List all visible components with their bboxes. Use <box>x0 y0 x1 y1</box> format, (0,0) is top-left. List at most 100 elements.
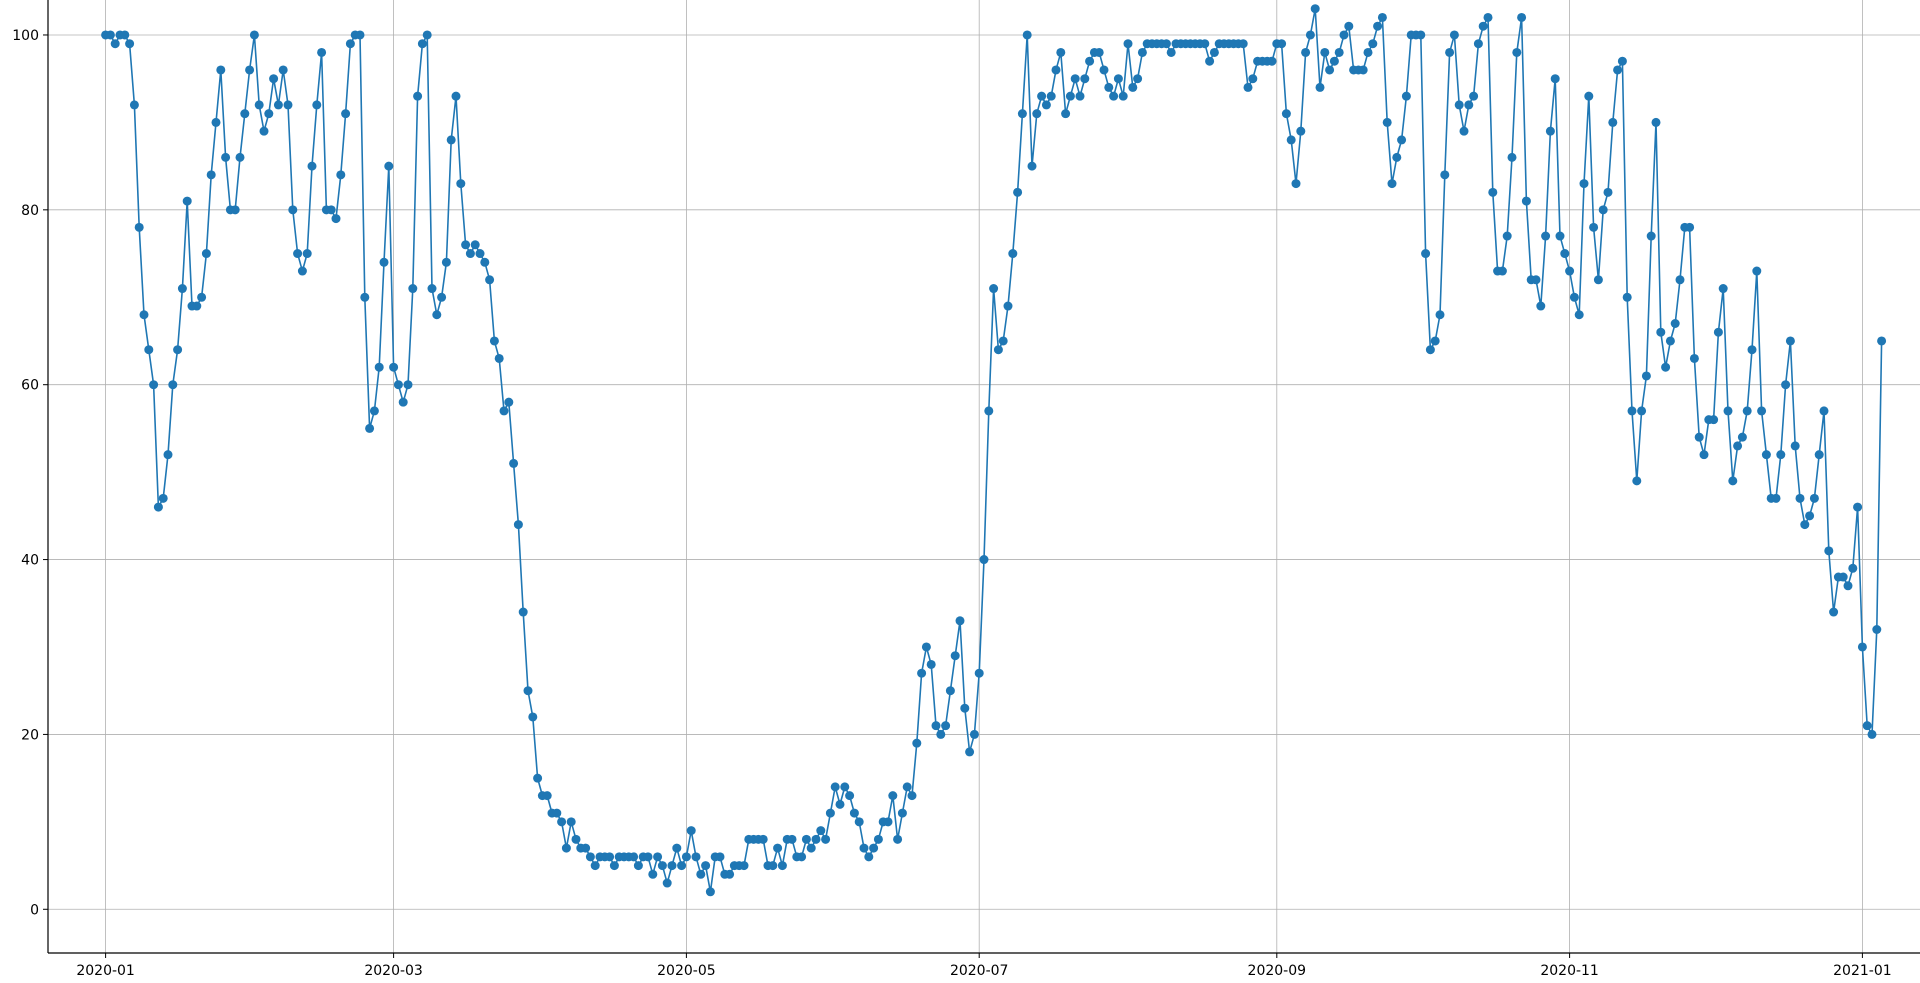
data-point <box>427 284 437 294</box>
data-point <box>422 30 432 40</box>
data-point <box>230 205 240 215</box>
data-point <box>1603 187 1613 197</box>
data-point <box>1075 91 1085 101</box>
data-point <box>821 834 831 844</box>
data-point <box>1670 319 1680 328</box>
data-point <box>149 380 159 390</box>
data-point <box>609 861 619 871</box>
data-point <box>797 852 807 862</box>
data-point <box>1104 82 1114 92</box>
data-point <box>1248 74 1258 84</box>
grid-lines <box>48 0 1920 953</box>
data-point <box>1267 56 1277 66</box>
data-point <box>1728 476 1738 486</box>
data-point <box>1579 179 1589 189</box>
data-point <box>307 161 317 171</box>
data-point <box>1632 476 1642 486</box>
data-point <box>787 834 797 844</box>
data-point <box>662 878 672 888</box>
data-point <box>1785 336 1795 346</box>
data-point <box>365 423 375 433</box>
data-point <box>221 152 231 162</box>
data-point <box>667 861 677 871</box>
data-point <box>1037 91 1047 101</box>
data-point <box>1521 196 1531 206</box>
data-point <box>1565 266 1575 276</box>
data-point <box>1877 336 1887 346</box>
data-point <box>533 773 543 783</box>
data-point <box>1430 336 1440 346</box>
data-point <box>1795 493 1805 503</box>
data-point <box>235 152 245 162</box>
data-point <box>1747 345 1757 355</box>
data-point <box>1689 353 1699 363</box>
data-point <box>907 791 917 801</box>
data-point <box>283 100 293 110</box>
data-point <box>849 808 859 818</box>
data-point <box>1166 47 1176 57</box>
data-point <box>278 65 288 75</box>
data-point <box>1392 152 1402 162</box>
data-point <box>1805 511 1815 521</box>
data-point <box>489 336 499 346</box>
data-point <box>1065 91 1075 101</box>
data-point <box>811 834 821 844</box>
data-point <box>1161 39 1171 49</box>
data-point <box>873 834 883 844</box>
data-point <box>1046 91 1056 101</box>
data-point <box>182 196 192 206</box>
data-point <box>912 738 922 748</box>
data-point <box>125 39 135 49</box>
data-point <box>773 843 783 853</box>
data-point <box>417 39 427 49</box>
data-point <box>326 205 336 215</box>
data-point <box>989 284 999 294</box>
data-point <box>931 721 941 731</box>
data-point <box>941 721 951 731</box>
data-point <box>1637 406 1647 416</box>
data-point <box>566 817 576 827</box>
data-point <box>398 397 408 407</box>
data-point <box>1800 520 1810 530</box>
data-point <box>1512 47 1522 57</box>
data-point <box>835 799 845 809</box>
data-point <box>657 861 667 871</box>
data-point <box>413 91 423 101</box>
data-point <box>1761 450 1771 460</box>
data-point <box>1651 117 1661 127</box>
data-point <box>1843 581 1853 591</box>
data-point <box>1608 117 1618 127</box>
data-point <box>672 843 682 853</box>
data-point <box>965 747 975 757</box>
data-point <box>1718 284 1728 294</box>
data-point <box>1641 371 1651 381</box>
data-point <box>518 607 528 617</box>
data-point <box>557 817 567 827</box>
data-point <box>1094 47 1104 57</box>
data-point <box>1137 47 1147 57</box>
data-point <box>1401 91 1411 101</box>
data-point <box>1502 231 1512 241</box>
data-point <box>768 861 778 871</box>
data-point <box>1397 135 1407 145</box>
data-point <box>1128 82 1138 92</box>
data-point <box>197 292 207 302</box>
data-point <box>1003 301 1013 311</box>
data-point <box>1281 109 1291 119</box>
data-point <box>158 493 168 503</box>
data-point <box>1574 310 1584 320</box>
data-point <box>1416 30 1426 40</box>
data-point <box>273 100 283 110</box>
data-point <box>129 100 139 110</box>
data-point <box>379 257 389 267</box>
data-point <box>1584 91 1594 101</box>
data-point <box>437 292 447 302</box>
data-point <box>1435 310 1445 320</box>
data-point <box>345 39 355 49</box>
data-point <box>1862 721 1872 731</box>
x-tick-label: 2020-03 <box>364 963 423 979</box>
data-point <box>854 817 864 827</box>
data-point <box>1733 441 1743 451</box>
data-point <box>1857 642 1867 652</box>
data-point <box>432 310 442 320</box>
